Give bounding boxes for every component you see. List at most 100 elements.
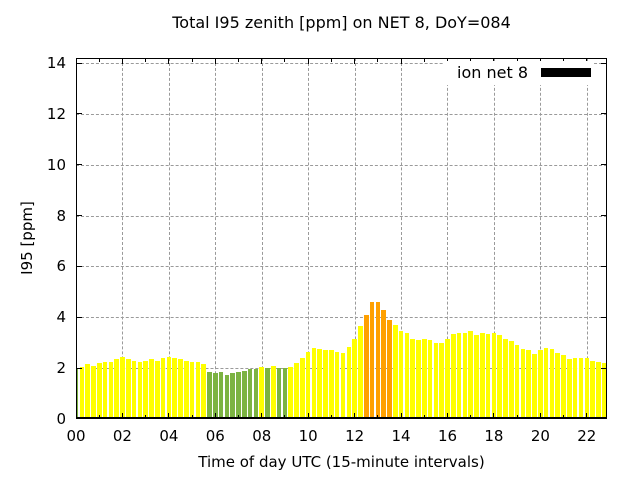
v-gridline — [493, 58, 495, 419]
v-gridline — [540, 58, 542, 419]
x-tick-label: 10 — [298, 427, 318, 445]
h-gridline — [76, 215, 607, 217]
bar — [213, 373, 218, 419]
bar — [305, 351, 311, 419]
bar — [79, 366, 85, 419]
bar — [300, 358, 305, 419]
x-tick-mark — [330, 415, 332, 419]
x-tick-mark — [563, 415, 565, 419]
bar — [346, 346, 352, 419]
v-gridline — [215, 58, 217, 419]
y-tick-mark — [76, 215, 82, 217]
v-gridline — [586, 58, 588, 419]
bar — [421, 338, 427, 419]
bar — [387, 319, 392, 419]
bar — [137, 361, 143, 419]
legend-label: ion net 8 — [457, 63, 528, 82]
h-gridline — [76, 266, 607, 268]
v-gridline — [354, 58, 356, 419]
bar — [102, 361, 108, 419]
bar — [76, 368, 79, 419]
x-tick-label: 14 — [391, 427, 411, 445]
y-tick-mark — [76, 367, 82, 369]
x-tick-mark — [214, 413, 216, 419]
y-tick-mark — [76, 113, 82, 115]
bar — [265, 368, 270, 419]
x-tick-mark — [470, 415, 472, 419]
x-tick-mark — [446, 413, 448, 419]
y-tick-label: 8 — [56, 206, 66, 225]
bar — [236, 371, 241, 419]
bar — [596, 361, 601, 419]
bar — [584, 358, 590, 419]
bar — [125, 359, 131, 419]
x-tick-mark — [98, 58, 100, 62]
bar — [183, 360, 189, 419]
bar — [509, 341, 514, 419]
x-tick-label: 16 — [437, 427, 458, 445]
y-tick-mark — [76, 62, 82, 64]
bar — [514, 345, 520, 419]
bar — [329, 350, 334, 419]
x-tick-mark — [377, 415, 379, 419]
bar — [549, 349, 555, 419]
x-tick-mark — [516, 415, 518, 419]
bar — [363, 314, 369, 419]
bar — [410, 338, 415, 419]
x-tick-mark — [586, 413, 588, 419]
h-gridline — [76, 164, 607, 166]
v-gridline — [261, 58, 263, 419]
x-axis-label: Time of day UTC (15-minute intervals) — [198, 453, 485, 471]
bar — [572, 358, 578, 419]
y-tick-mark — [601, 113, 607, 115]
y-tick-mark — [601, 316, 607, 318]
bar — [85, 364, 90, 419]
x-tick-mark — [238, 58, 240, 62]
bar — [375, 302, 381, 419]
bar — [218, 371, 224, 419]
x-tick-label: 00 — [66, 427, 86, 445]
y-tick-mark — [76, 265, 82, 267]
x-tick-mark — [400, 413, 402, 419]
legend-swatch — [541, 68, 591, 78]
bar — [532, 354, 537, 419]
bar — [497, 335, 503, 419]
bar — [149, 359, 154, 419]
bar — [538, 350, 543, 419]
x-tick-mark — [191, 58, 193, 62]
x-tick-mark — [563, 58, 565, 62]
bar — [247, 369, 253, 419]
bar — [224, 374, 230, 419]
x-tick-mark — [354, 413, 356, 419]
x-tick-mark — [261, 413, 263, 419]
bar — [590, 360, 595, 419]
bar — [485, 333, 491, 419]
x-tick-mark — [238, 415, 240, 419]
x-tick-label: 12 — [345, 427, 365, 445]
bar — [567, 359, 572, 419]
bar — [120, 356, 125, 419]
x-tick-label: 04 — [159, 427, 179, 445]
x-tick-mark — [516, 58, 518, 62]
y-tick-mark — [601, 367, 607, 369]
v-gridline — [122, 58, 124, 419]
x-tick-mark — [261, 58, 263, 64]
bar — [230, 373, 236, 419]
bar — [178, 359, 183, 419]
bar — [358, 326, 363, 419]
bar — [480, 332, 485, 419]
x-tick-mark — [539, 413, 541, 419]
bar — [381, 309, 386, 419]
x-tick-mark — [470, 58, 472, 62]
bar — [555, 352, 561, 419]
v-gridline — [308, 58, 310, 419]
bar — [172, 358, 177, 419]
x-tick-mark — [423, 58, 425, 62]
x-tick-mark — [493, 413, 495, 419]
y-tick-mark — [601, 215, 607, 217]
v-gridline — [168, 58, 170, 419]
bar — [439, 342, 444, 419]
bar — [282, 368, 288, 419]
h-gridline — [76, 113, 607, 115]
bar — [311, 347, 317, 419]
